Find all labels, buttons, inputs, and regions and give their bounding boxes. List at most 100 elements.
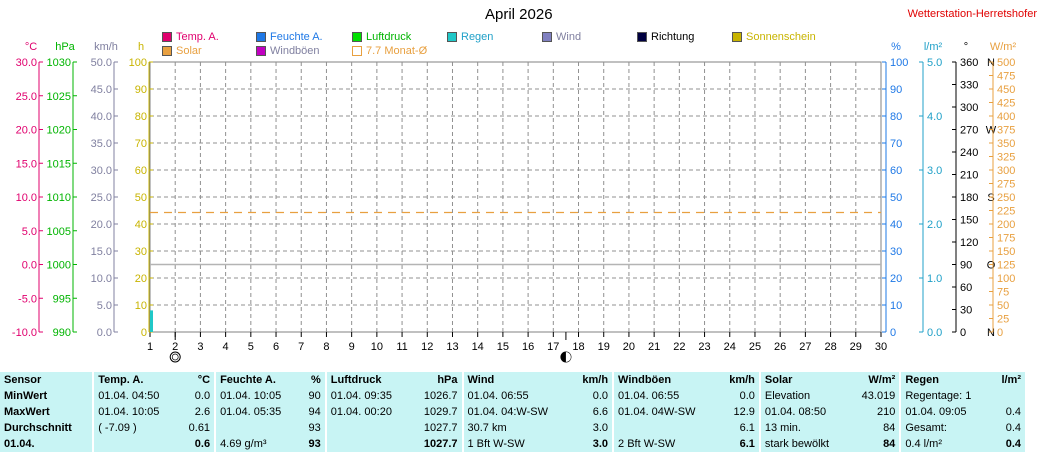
- column-separator: [612, 404, 615, 420]
- axis-tick-label: 1020: [47, 125, 71, 137]
- legend-swatch: [352, 46, 362, 56]
- axis-tick-label: 80: [135, 111, 147, 123]
- cell-value: 0.4: [991, 404, 1025, 420]
- axis-unit-label: %: [891, 41, 901, 53]
- x-tick-label: 23: [698, 341, 710, 353]
- axis-tick-label: 70: [890, 138, 902, 150]
- axis-tick-label: 995: [53, 293, 71, 305]
- axis-unit-label: l/m²: [924, 41, 943, 53]
- axis-tick-label: 25.0: [16, 91, 37, 103]
- station-name[interactable]: Wetterstation-Herretshofer: [907, 8, 1037, 20]
- cell-detail: 0.4 l/m²: [901, 436, 992, 452]
- rain-bar: [150, 310, 153, 332]
- axis-tick-label: 0.0: [927, 327, 942, 339]
- axis-tick-label: 150: [997, 246, 1015, 258]
- axis-tick-label: 270: [960, 125, 978, 137]
- moon-phase-inner: [171, 353, 179, 361]
- axis-tick-label: 300: [960, 102, 978, 114]
- x-tick-label: 7: [298, 341, 304, 353]
- column-separator: [461, 388, 464, 404]
- x-tick-label: 12: [421, 341, 433, 353]
- legend-item: Sonnenschein: [732, 31, 816, 43]
- cell-detail: 01.04. 04:W-SW: [463, 404, 572, 420]
- cell-detail: 4.69 g/m³: [216, 436, 301, 452]
- column-separator: [758, 388, 761, 404]
- axis-tick-label: 10: [135, 300, 147, 312]
- x-tick-label: 18: [572, 341, 584, 353]
- axis-tick-label: 15.0: [16, 158, 37, 170]
- row-label: Durchschnitt: [0, 420, 93, 436]
- axis-tick-label: 4.0: [927, 111, 942, 123]
- x-tick-label: 29: [850, 341, 862, 353]
- axis-tick-label: 3.0: [927, 165, 942, 177]
- column-separator: [214, 372, 217, 388]
- cell-detail: [326, 436, 411, 452]
- x-tick-label: 11: [396, 341, 407, 353]
- axis-tick-label: 300: [997, 165, 1015, 177]
- column-separator: [461, 372, 464, 388]
- column-header: Regen: [901, 372, 992, 388]
- column-separator: [92, 436, 95, 452]
- column-separator: [899, 436, 902, 452]
- cell-value: 1029.7: [410, 404, 462, 420]
- axis-tick-label: 40: [890, 219, 902, 231]
- column-separator: [324, 372, 327, 388]
- column-separator: [612, 388, 615, 404]
- x-tick-label: 4: [223, 341, 229, 353]
- column-separator: [758, 436, 761, 452]
- axis-tick-label: 10.0: [91, 273, 112, 285]
- axis-tick-label: 1015: [47, 158, 71, 170]
- column-header: Wind: [463, 372, 572, 388]
- axis-tick-label: 90: [960, 260, 972, 272]
- axis-tick-label: 1010: [47, 192, 71, 204]
- cell-detail: ( -7.09 ): [94, 420, 179, 436]
- axis-tick-label: 0: [141, 327, 147, 339]
- x-tick-label: 9: [349, 341, 355, 353]
- cell-value: 43.019: [848, 388, 900, 404]
- cell-detail: stark bewölkt: [760, 436, 849, 452]
- cell-value: 0.0: [178, 388, 215, 404]
- axis-tick-label: 75: [997, 287, 1009, 299]
- legend-swatch: [542, 32, 552, 42]
- x-tick-label: 13: [446, 341, 458, 353]
- column-unit: km/h: [717, 372, 759, 388]
- column-separator: [612, 372, 615, 388]
- cell-detail: [326, 420, 411, 436]
- table-row: MaxWert 01.04. 10:05 2.6 01.04. 05:35 94 01.0…: [0, 404, 1025, 420]
- axis-unit-label: km/h: [94, 41, 118, 53]
- legend-swatch: [352, 32, 362, 42]
- cell-detail: 01.04. 00:20: [326, 404, 411, 420]
- column-separator: [214, 388, 217, 404]
- axis-tick-label: 350: [997, 138, 1015, 150]
- axis-tick-label: 50: [135, 192, 147, 204]
- legend-label: Solar: [176, 45, 202, 57]
- column-header: Sensor: [0, 372, 93, 388]
- column-separator: [899, 420, 902, 436]
- axis-tick-label: 475: [997, 71, 1015, 83]
- legend-label: 7.7 Monat-Ø: [366, 45, 428, 57]
- axis-tick-label: 50: [890, 192, 902, 204]
- cell-value: 94: [300, 404, 325, 420]
- column-unit: hPa: [410, 372, 462, 388]
- cell-detail: Regentage: 1: [901, 388, 992, 404]
- cell-value: 6.1: [717, 420, 759, 436]
- axis-tick-label: 210: [960, 170, 978, 182]
- axis-tick-label: 5.0: [97, 300, 112, 312]
- column-unit: km/h: [571, 372, 613, 388]
- axis-tick-label: 400: [997, 111, 1015, 123]
- column-separator: [214, 420, 217, 436]
- cell-value: 1026.7: [410, 388, 462, 404]
- axis-unit-label: h: [138, 41, 144, 53]
- axis-tick-label: 100: [129, 57, 147, 69]
- cell-value: 6.6: [571, 404, 613, 420]
- axis-tick-label: 500: [997, 57, 1015, 69]
- table-row: Durchschnitt( -7.09 ) 0.61 93 1027.7 30.7 km…: [0, 420, 1025, 436]
- column-separator: [612, 420, 615, 436]
- cell-value: 3.0: [571, 420, 613, 436]
- axis-tick-label: 70: [135, 138, 147, 150]
- column-separator: [324, 436, 327, 452]
- column-unit: W/m²: [848, 372, 900, 388]
- cell-detail: 01.04. 09:35: [326, 388, 411, 404]
- axis-tick-label: 60: [135, 165, 147, 177]
- legend-label: Richtung: [651, 31, 695, 43]
